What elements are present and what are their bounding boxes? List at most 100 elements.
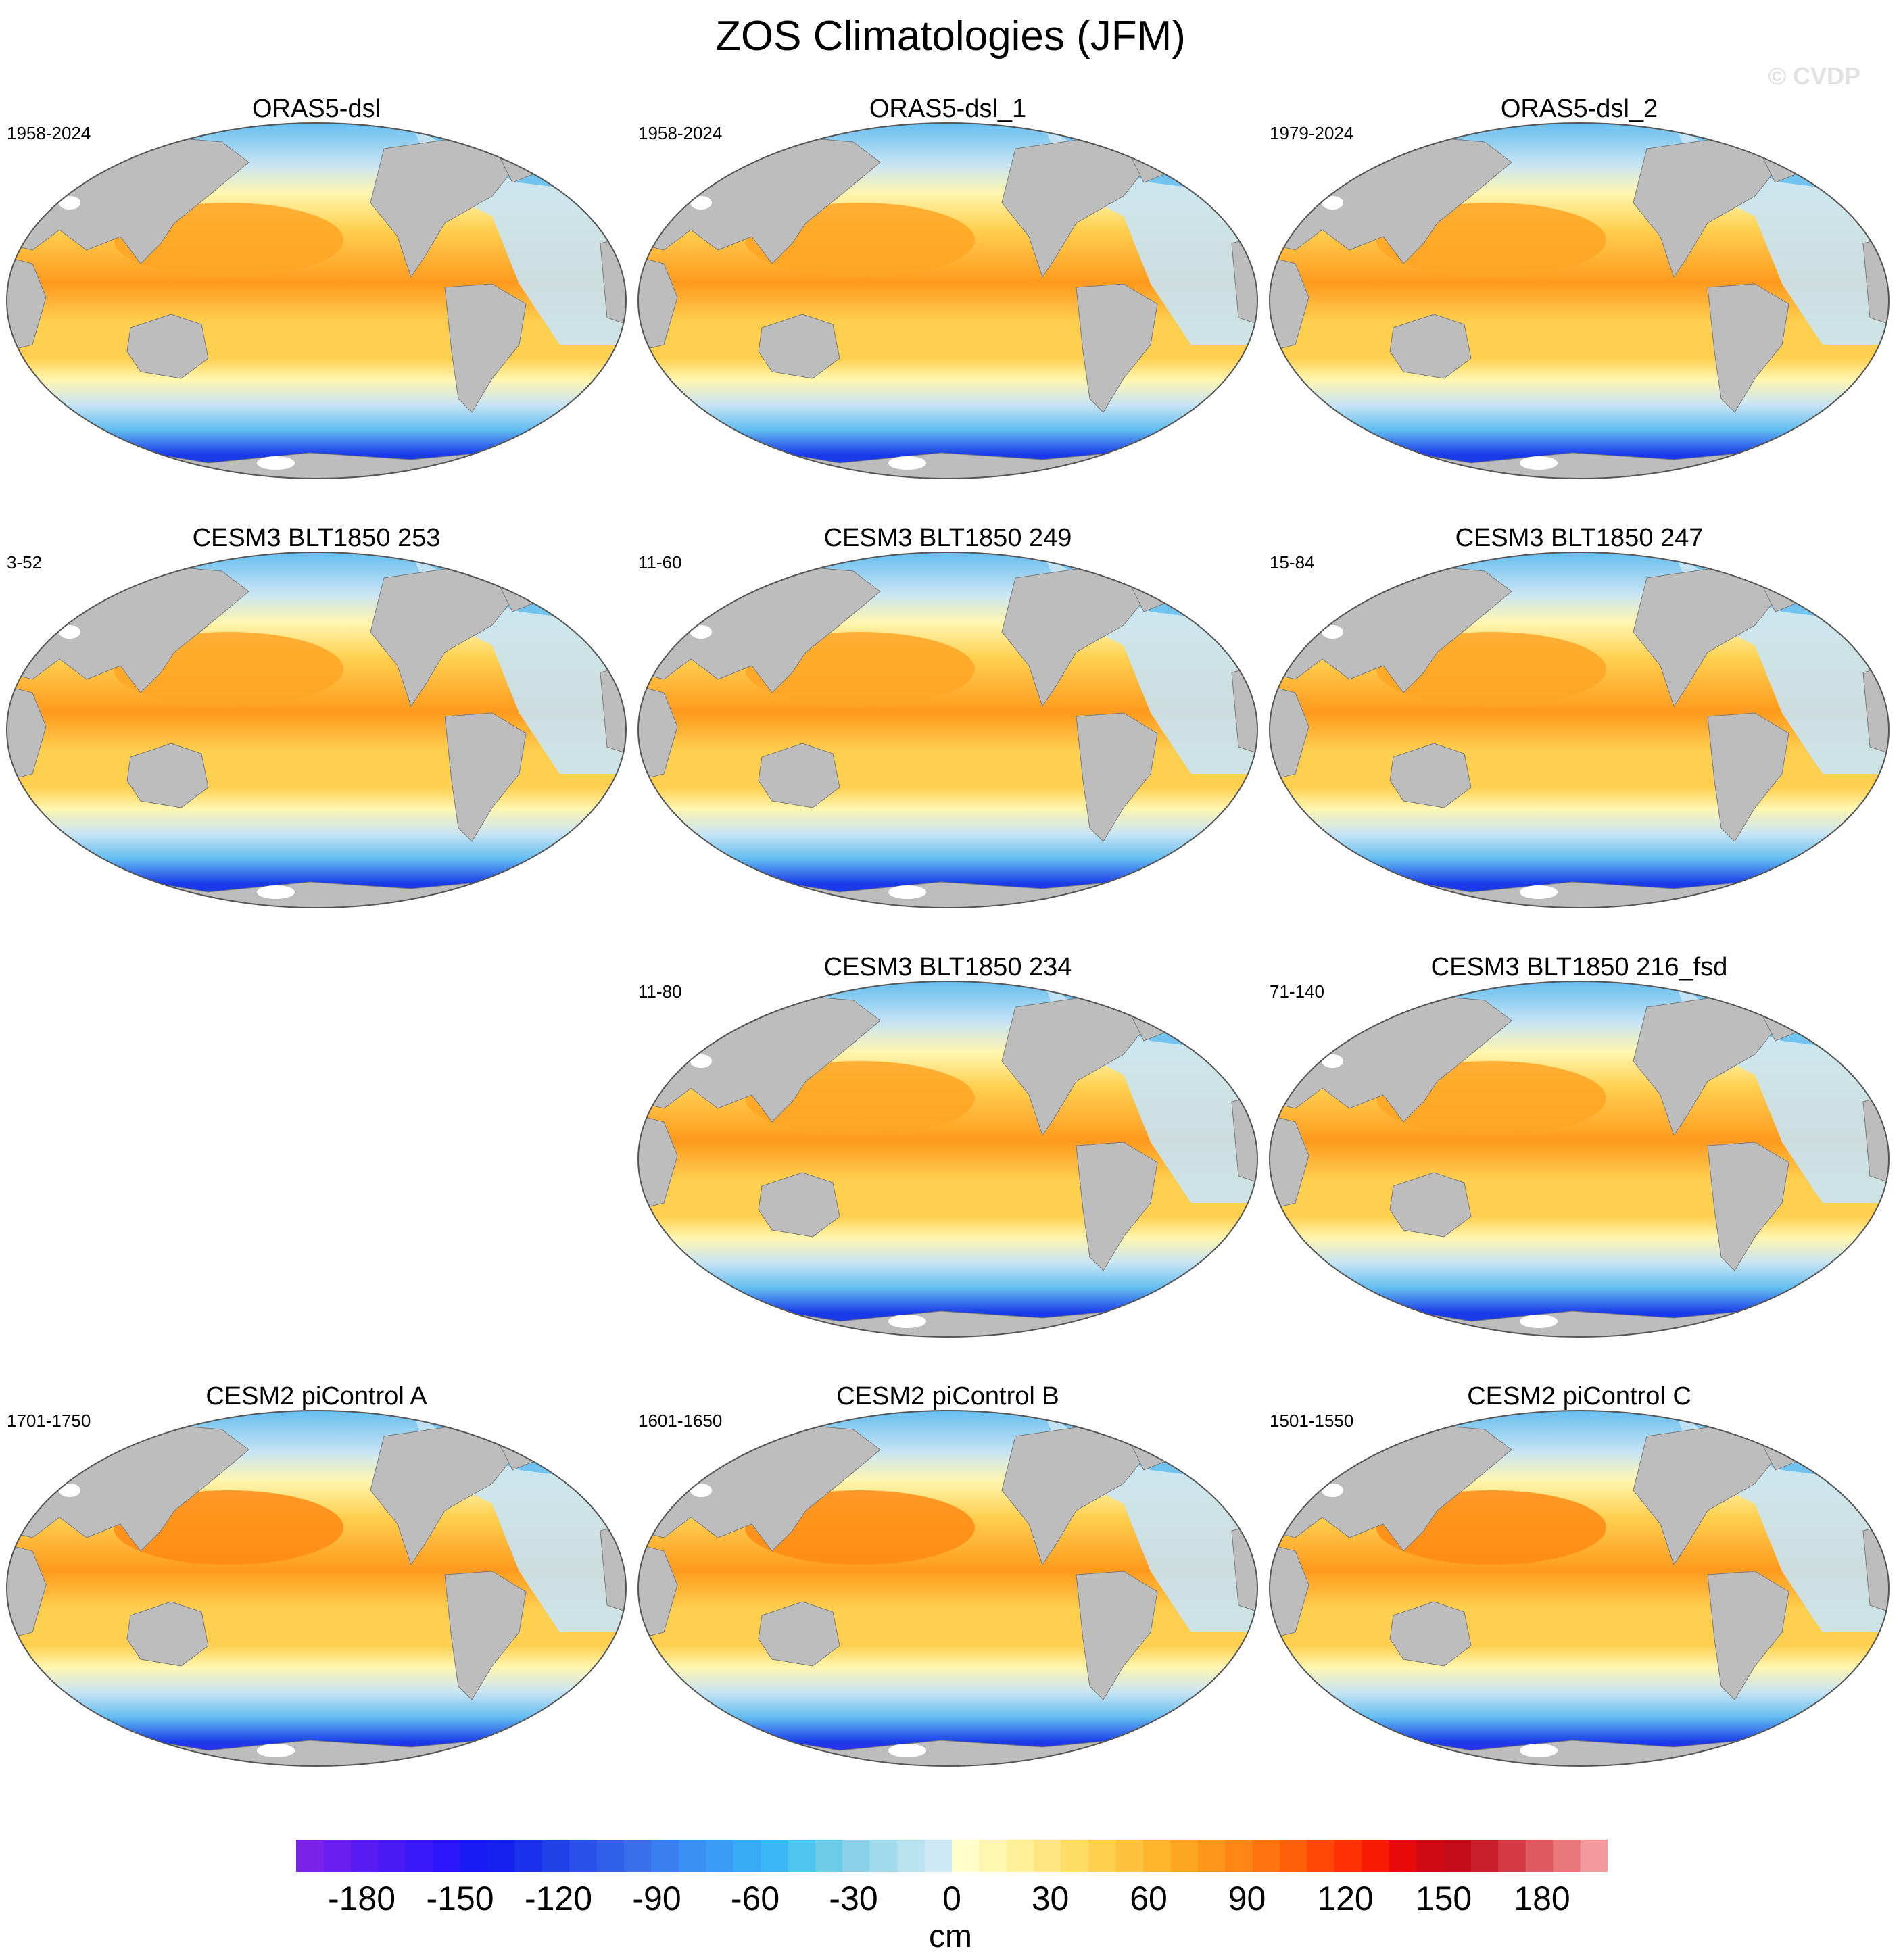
land-mass <box>1389 1601 1472 1667</box>
map-border <box>1269 981 1890 1338</box>
world-map <box>1269 981 1890 1338</box>
map-panel: ORAS5-dsl 1958-2024 <box>5 95 627 480</box>
land-mass <box>1389 743 1472 808</box>
world-map <box>637 1410 1258 1767</box>
map-border <box>1269 552 1890 908</box>
land-mass <box>1389 314 1472 379</box>
ice-shelf <box>257 456 295 470</box>
world-map <box>6 552 627 908</box>
colorbar-swatch <box>1307 1840 1335 1872</box>
colorbar-swatch <box>1142 1840 1171 1872</box>
ice-shelf <box>690 196 712 210</box>
panel-title: CESM2 piControl C <box>1467 1382 1691 1411</box>
colorbar-swatch <box>733 1840 761 1872</box>
land-mass <box>126 314 209 379</box>
colorbar-swatch <box>706 1840 734 1872</box>
colorbar-swatch <box>1197 1840 1226 1872</box>
watermark: © CVDP <box>1768 62 1860 90</box>
colorbar <box>296 1840 1608 1872</box>
colorbar-tick: -30 <box>829 1880 878 1917</box>
colorbar-swatch <box>897 1840 925 1872</box>
colorbar-swatch <box>1334 1840 1362 1872</box>
land-mass <box>638 1114 678 1210</box>
ice-shelf <box>1520 1315 1558 1328</box>
colorbar-tick: 0 <box>942 1880 961 1917</box>
map-border <box>637 122 1258 479</box>
world-map <box>637 552 1258 908</box>
colorbar-tick: 180 <box>1514 1880 1570 1917</box>
panel-years: 1958-2024 <box>7 123 91 143</box>
panel-years: 11-60 <box>638 552 682 572</box>
colorbar-swatch <box>1389 1840 1417 1872</box>
land-mass <box>7 256 47 352</box>
colorbar-swatch <box>596 1840 625 1872</box>
panel-years: 1501-1550 <box>1270 1411 1354 1431</box>
panel-title: CESM2 piControl B <box>836 1382 1059 1411</box>
panel-years: 1958-2024 <box>638 123 723 143</box>
map-border <box>6 552 627 908</box>
ice-shelf <box>1520 1744 1558 1757</box>
colorbar-swatch <box>514 1840 543 1872</box>
colorbar-tick: -90 <box>632 1880 681 1917</box>
ice-shelf <box>1520 456 1558 470</box>
map-panel: ORAS5-dsl_2 1979-2024 <box>1268 95 1890 480</box>
panel-title: CESM3 BLT1850 247 <box>1455 524 1704 552</box>
land-mass <box>1076 1571 1158 1700</box>
land-mass <box>758 1601 840 1667</box>
colorbar-swatch <box>1115 1840 1144 1872</box>
panel-title: CESM3 BLT1850 234 <box>823 953 1072 981</box>
world-map <box>1269 1410 1890 1767</box>
land-mass <box>1707 283 1789 413</box>
map-panel: CESM3 BLT1850 253 3-52 <box>5 524 627 909</box>
land-mass <box>444 1571 527 1700</box>
ice-shelf <box>888 1744 926 1757</box>
colorbar-swatch <box>1470 1840 1499 1872</box>
map-panel: CESM2 piControl B 1601-1650 <box>637 1382 1259 1767</box>
colorbar-swatch <box>350 1840 379 1872</box>
colorbar-tick: 30 <box>1031 1880 1069 1917</box>
panel-years: 15-84 <box>1270 552 1315 572</box>
map-panel: CESM3 BLT1850 249 11-60 <box>637 524 1259 909</box>
panel-title: CESM3 BLT1850 216_fsd <box>1430 953 1728 981</box>
world-map <box>637 981 1258 1338</box>
panel-years: 3-52 <box>7 552 43 572</box>
colorbar-swatch <box>1252 1840 1280 1872</box>
colorbar-swatch <box>1280 1840 1307 1872</box>
panel-title: ORAS5-dsl_2 <box>1500 95 1658 123</box>
land-mass <box>1076 1142 1158 1271</box>
colorbar-swatch <box>433 1840 460 1872</box>
land-mass <box>1707 1142 1789 1271</box>
colorbar-swatch <box>761 1840 788 1872</box>
colorbar-swatch <box>460 1840 488 1872</box>
colorbar-swatch <box>1034 1840 1062 1872</box>
land-mass <box>1389 1172 1472 1238</box>
colorbar-swatch <box>569 1840 598 1872</box>
ice-shelf <box>888 456 926 470</box>
land-mass <box>1270 685 1309 781</box>
panel-title: CESM3 BLT1850 253 <box>192 524 441 552</box>
figure-title: ZOS Climatologies (JFM) <box>715 13 1186 59</box>
panel-title: ORAS5-dsl <box>251 95 381 123</box>
colorbar-swatch <box>952 1840 980 1872</box>
ice-shelf <box>1322 625 1343 639</box>
land-mass <box>638 685 678 781</box>
colorbar-swatch <box>924 1840 953 1872</box>
colorbar-swatch <box>1088 1840 1116 1872</box>
ice-shelf <box>1322 1054 1343 1068</box>
ice-shelf <box>257 885 295 899</box>
land-mass <box>7 1544 47 1640</box>
colorbar-swatch <box>1525 1840 1554 1872</box>
colorbar-tick: -150 <box>426 1880 494 1917</box>
ice-shelf <box>690 625 712 639</box>
map-panel: CESM3 BLT1850 247 15-84 <box>1268 524 1890 909</box>
land-mass <box>1076 712 1158 842</box>
colorbar-swatch <box>1443 1840 1472 1872</box>
colorbar-tick: 60 <box>1130 1880 1168 1917</box>
ice-shelf <box>690 1484 712 1497</box>
colorbar-swatch <box>487 1840 515 1872</box>
map-panel: ORAS5-dsl_1 1958-2024 <box>637 95 1259 480</box>
ice-shelf <box>59 625 80 639</box>
land-mass <box>1270 1114 1309 1210</box>
map-border <box>6 122 627 479</box>
colorbar-tick: 90 <box>1228 1880 1266 1917</box>
